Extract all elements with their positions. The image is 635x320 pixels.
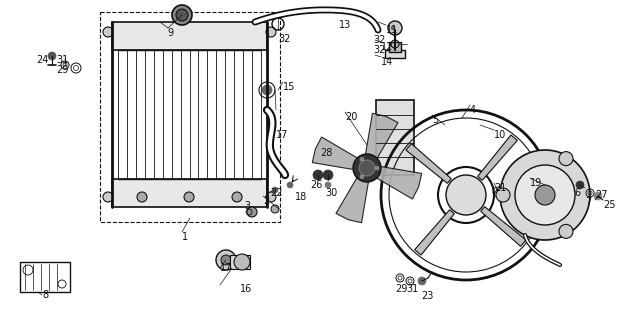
Text: 13: 13 bbox=[339, 20, 351, 30]
Circle shape bbox=[360, 175, 364, 179]
Text: 7: 7 bbox=[585, 197, 591, 207]
Text: 2: 2 bbox=[263, 196, 269, 206]
Circle shape bbox=[535, 185, 555, 205]
Bar bbox=[385, 50, 405, 58]
Circle shape bbox=[391, 26, 395, 30]
Polygon shape bbox=[481, 207, 526, 246]
Circle shape bbox=[271, 205, 279, 213]
Text: 22: 22 bbox=[270, 188, 283, 198]
Circle shape bbox=[48, 52, 56, 60]
Circle shape bbox=[559, 152, 573, 166]
Text: 32: 32 bbox=[373, 35, 385, 45]
Circle shape bbox=[103, 27, 113, 37]
Circle shape bbox=[313, 170, 323, 180]
Circle shape bbox=[232, 192, 242, 202]
Text: 20: 20 bbox=[345, 112, 358, 122]
Circle shape bbox=[418, 277, 426, 285]
Circle shape bbox=[576, 181, 584, 189]
Circle shape bbox=[262, 85, 272, 95]
Text: 31: 31 bbox=[56, 55, 68, 65]
Text: 19: 19 bbox=[530, 178, 542, 188]
Circle shape bbox=[234, 254, 250, 270]
Circle shape bbox=[388, 21, 402, 35]
Circle shape bbox=[500, 150, 590, 240]
Polygon shape bbox=[365, 113, 398, 160]
Circle shape bbox=[266, 27, 276, 37]
Circle shape bbox=[266, 192, 276, 202]
Circle shape bbox=[594, 192, 602, 200]
Bar bbox=[389, 42, 401, 52]
Circle shape bbox=[353, 154, 381, 182]
Text: 21: 21 bbox=[494, 183, 506, 193]
Text: 1: 1 bbox=[182, 232, 188, 242]
Bar bbox=[100, 12, 280, 222]
Text: 31: 31 bbox=[406, 284, 418, 294]
Circle shape bbox=[272, 187, 278, 193]
Circle shape bbox=[446, 175, 486, 215]
Text: 29: 29 bbox=[56, 65, 69, 75]
Text: 12: 12 bbox=[381, 42, 393, 52]
Polygon shape bbox=[336, 176, 369, 223]
Text: 15: 15 bbox=[283, 82, 295, 92]
Bar bbox=[20, 262, 70, 292]
Circle shape bbox=[184, 192, 194, 202]
Circle shape bbox=[176, 9, 188, 21]
Circle shape bbox=[515, 165, 575, 225]
Text: 25: 25 bbox=[603, 200, 615, 210]
Polygon shape bbox=[406, 144, 451, 183]
Polygon shape bbox=[478, 135, 518, 180]
Circle shape bbox=[496, 188, 510, 202]
Text: 5: 5 bbox=[432, 115, 438, 125]
Circle shape bbox=[323, 170, 333, 180]
Polygon shape bbox=[312, 137, 359, 170]
Text: 32: 32 bbox=[373, 45, 385, 55]
Text: 32: 32 bbox=[278, 34, 290, 44]
Bar bbox=[376, 100, 414, 175]
Circle shape bbox=[375, 166, 379, 170]
Bar bbox=[230, 255, 250, 269]
Text: 11: 11 bbox=[386, 25, 398, 35]
Circle shape bbox=[216, 250, 236, 270]
Circle shape bbox=[287, 182, 293, 188]
Text: 17: 17 bbox=[276, 130, 288, 140]
Text: 9: 9 bbox=[167, 28, 173, 38]
Text: 16: 16 bbox=[240, 284, 252, 294]
Circle shape bbox=[359, 160, 375, 176]
Polygon shape bbox=[375, 166, 422, 199]
Text: 4: 4 bbox=[470, 105, 476, 115]
Polygon shape bbox=[415, 210, 454, 255]
Circle shape bbox=[360, 157, 364, 161]
Circle shape bbox=[325, 182, 331, 188]
Circle shape bbox=[247, 207, 257, 217]
Circle shape bbox=[221, 255, 231, 265]
Text: 18: 18 bbox=[295, 192, 307, 202]
Circle shape bbox=[172, 5, 192, 25]
Text: 26: 26 bbox=[310, 180, 323, 190]
Text: 6: 6 bbox=[574, 188, 580, 198]
Bar bbox=[112, 22, 267, 50]
Text: 23: 23 bbox=[421, 291, 433, 301]
Circle shape bbox=[103, 192, 113, 202]
Text: 24: 24 bbox=[36, 55, 48, 65]
Circle shape bbox=[137, 192, 147, 202]
Text: 10: 10 bbox=[494, 130, 506, 140]
Text: 28: 28 bbox=[320, 148, 332, 158]
Text: 14: 14 bbox=[381, 57, 393, 67]
Text: 29: 29 bbox=[395, 284, 408, 294]
Text: 27: 27 bbox=[595, 190, 608, 200]
Circle shape bbox=[559, 224, 573, 238]
Bar bbox=[112, 179, 267, 207]
Text: 8: 8 bbox=[42, 290, 48, 300]
Text: 3: 3 bbox=[244, 201, 250, 211]
Text: 30: 30 bbox=[325, 188, 337, 198]
Text: 17: 17 bbox=[220, 263, 232, 273]
